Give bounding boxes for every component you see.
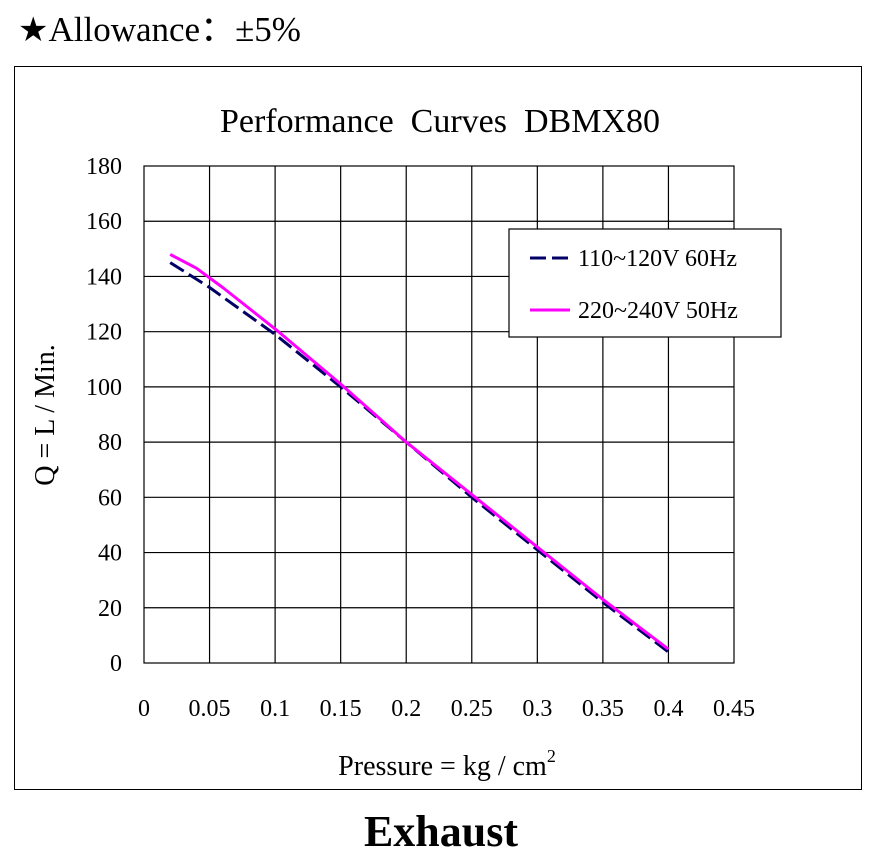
x-tick-label: 0.45 [713,696,755,722]
x-tick-label: 0.3 [522,696,552,722]
x-tick-label: 0.05 [189,696,231,722]
x-tick-label: 0.25 [451,696,493,722]
x-tick-label: 0.4 [653,696,683,722]
allowance-note: ★Allowance：±5% [18,8,301,53]
star-icon: ★ [18,12,49,49]
series-line-1 [169,253,670,651]
x-tick-label: 0.2 [391,696,421,722]
x-tick-label: 0.1 [260,696,290,722]
exhaust-label: Exhaust [363,807,519,856]
y-tick-label: 180 [86,154,122,180]
legend-box [508,228,782,338]
y-tick-label: 0 [110,651,122,677]
x-axis-label-text: Pressure = kg / cm [338,751,547,782]
y-axis-label: Q = L / Min. [30,344,61,486]
chart-title: Performance Curves DBMX80 [220,103,660,140]
chart-frame [14,66,862,790]
legend: 110~120V 60Hz 220~240V 50Hz [508,228,782,338]
y-tick-label: 120 [86,320,122,346]
tick-labels: 0 0.05 0.1 0.15 0.2 0.25 0.3 0.35 0.4 0.45 0 20 40 60… [86,154,755,722]
y-tick-label: 40 [98,541,122,567]
x-tick-label: 0.35 [582,696,624,722]
series-lines [169,253,670,654]
x-tick-label: 0.15 [320,696,362,722]
y-tick-label: 160 [86,209,122,235]
y-tick-label: 100 [86,375,122,401]
y-tick-label: 140 [86,264,122,290]
legend-label-110-120v: 110~120V 60Hz [578,246,737,272]
allowance-text: Allowance：±5% [48,10,301,49]
y-tick-label: 60 [98,485,122,511]
y-tick-label: 20 [98,596,122,622]
x-tick-label: 0 [138,696,150,722]
x-axis-label: Pressure = kg / cm2 [338,746,556,782]
y-tick-label: 80 [98,430,122,456]
x-axis-label-superscript: 2 [547,746,556,766]
legend-label-220-240v: 220~240V 50Hz [578,298,738,324]
plot-area [143,165,735,664]
